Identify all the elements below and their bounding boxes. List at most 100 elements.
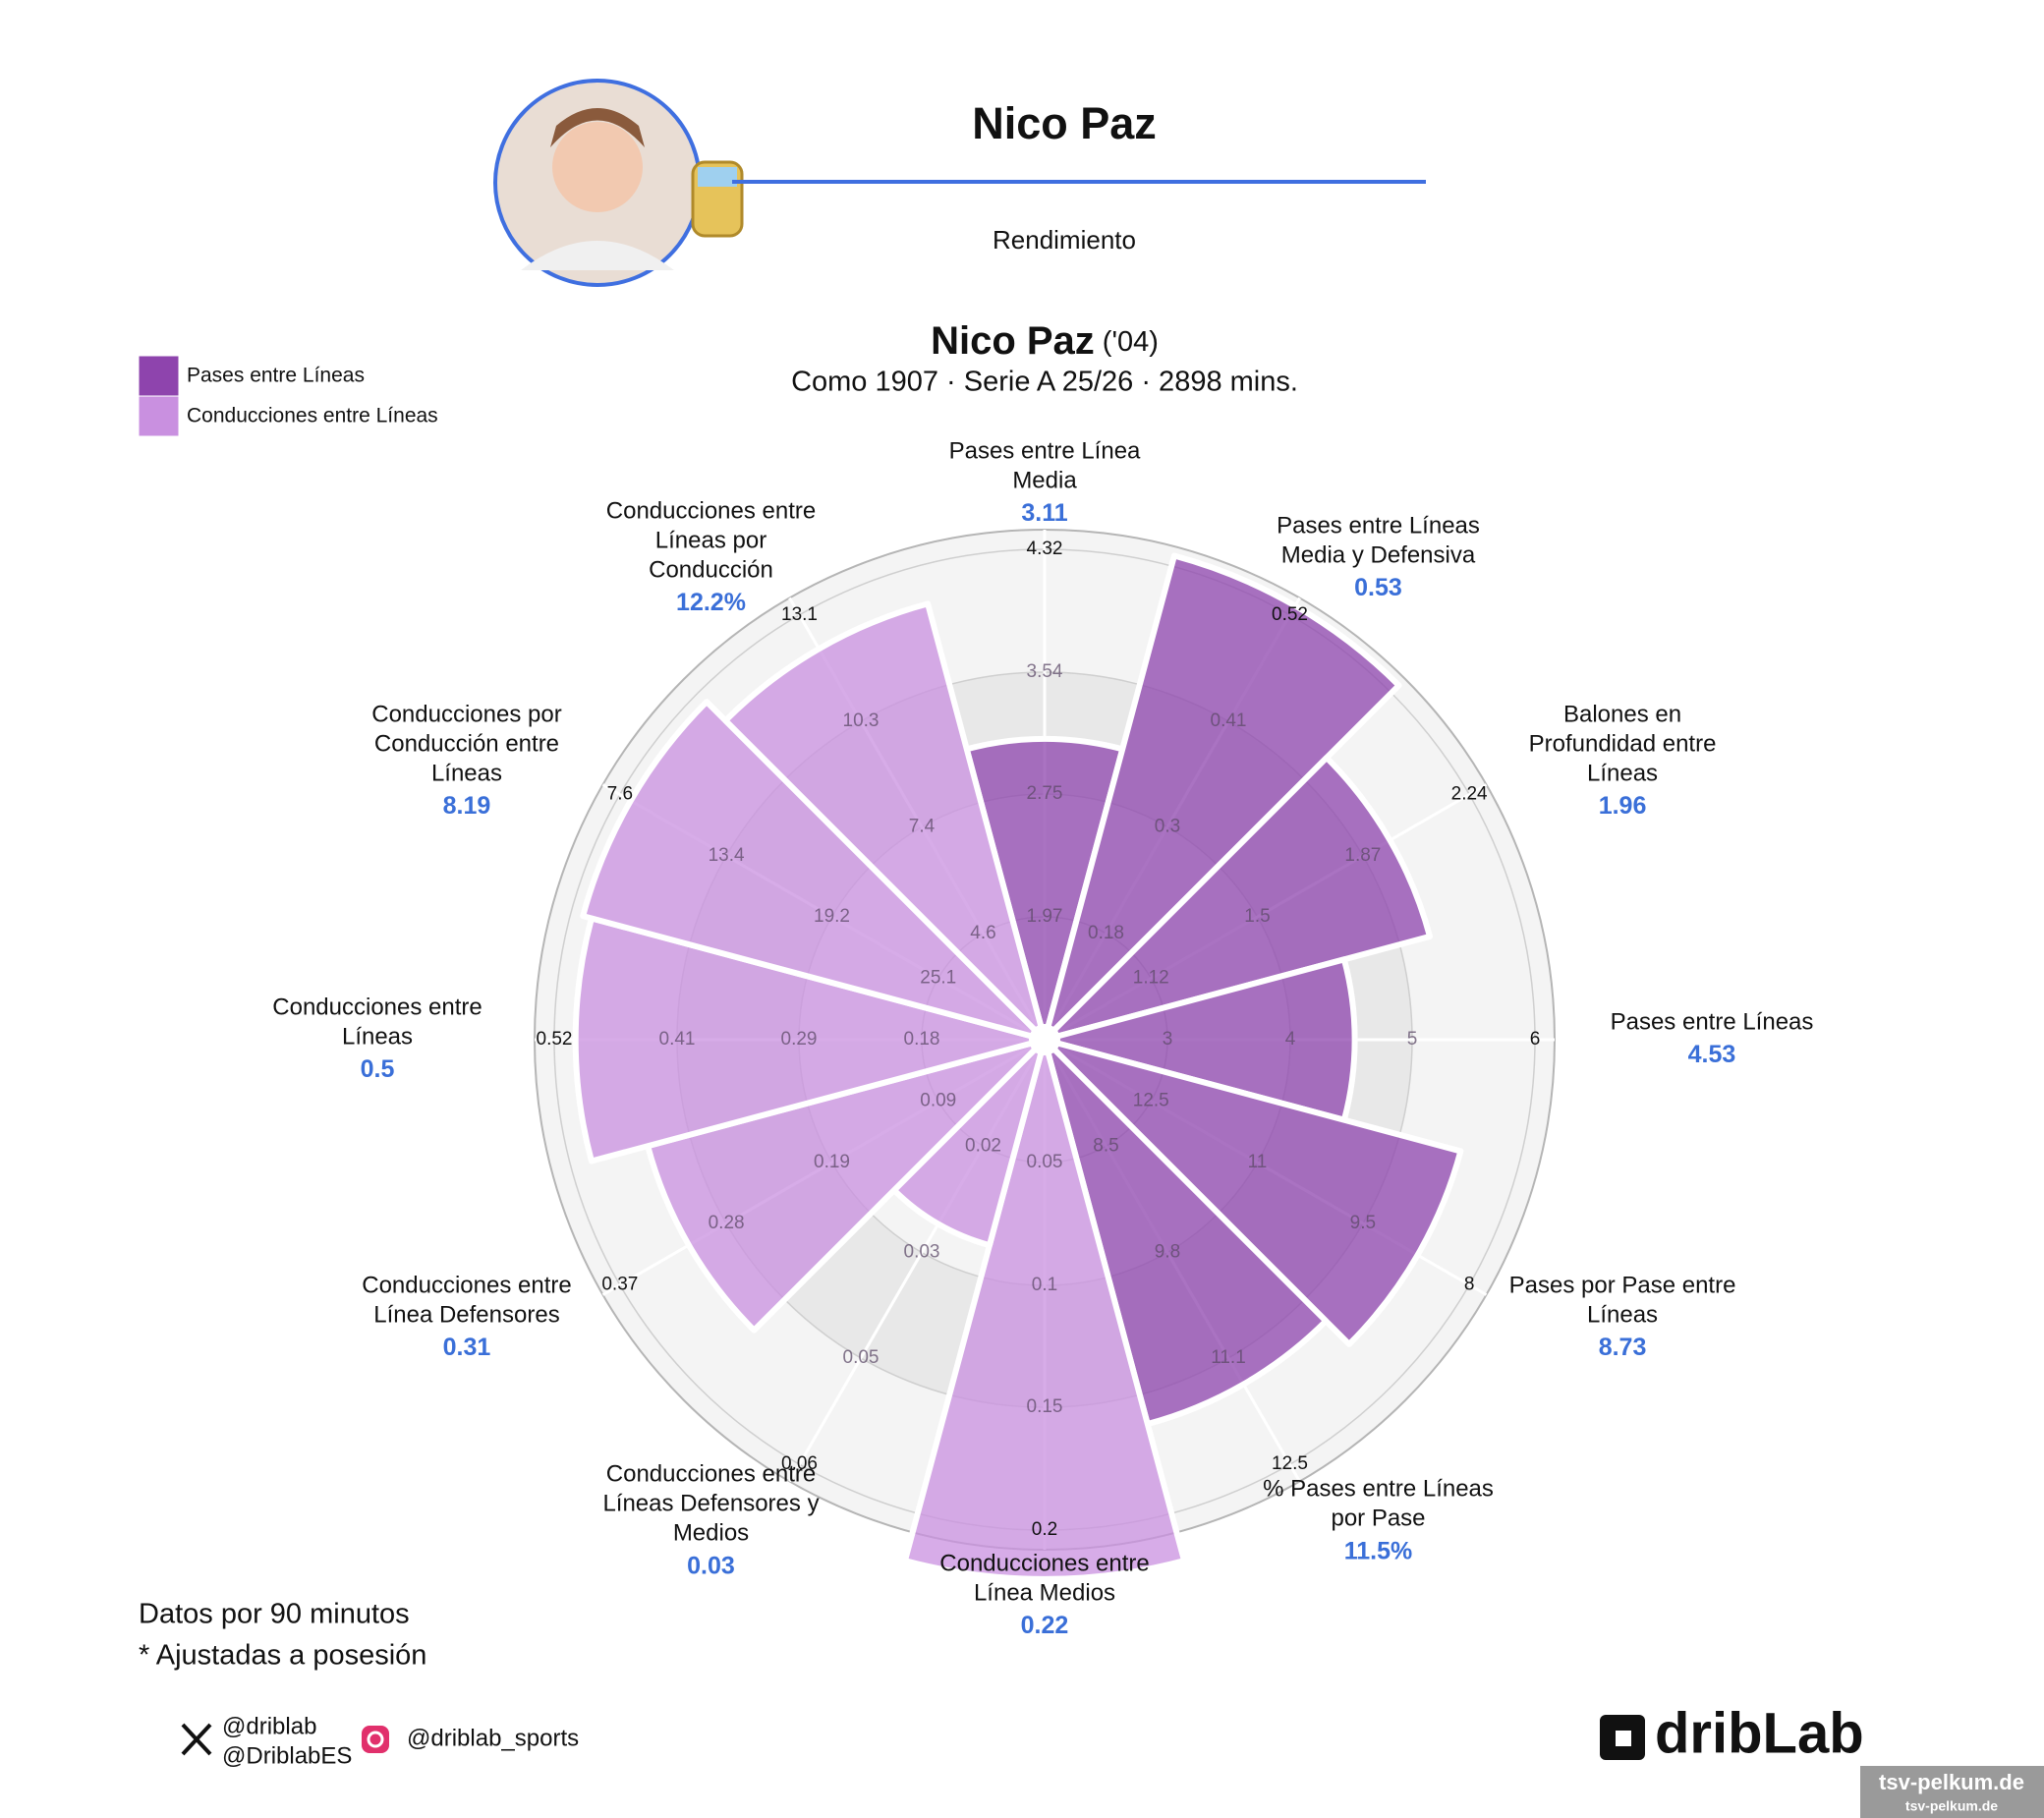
instagram-handle: @driblab_sports xyxy=(407,1725,579,1751)
chart-title: Nico Paz ('04) xyxy=(931,319,1159,363)
category-line: Pases por Pase entre xyxy=(1509,1273,1736,1299)
category-line: Pases entre Líneas xyxy=(1611,1009,1814,1036)
tick-label: 8.5 xyxy=(1093,1135,1118,1156)
category-line: Línea Defensores xyxy=(373,1302,559,1329)
tick-label: 0.2 xyxy=(1032,1519,1057,1540)
value-label: 0.03 xyxy=(687,1552,735,1579)
tick-label: 0.02 xyxy=(965,1135,1001,1156)
legend-swatch xyxy=(138,395,180,437)
tick-label: 0.19 xyxy=(814,1152,850,1172)
category-line: Líneas xyxy=(342,1024,413,1051)
tick-label: 12.5 xyxy=(1272,1453,1308,1474)
category-line: Media y Defensiva xyxy=(1281,542,1476,569)
value-label: 4.53 xyxy=(1688,1041,1736,1068)
category-label: Pases entre Líneas xyxy=(1611,1009,1814,1036)
bar xyxy=(572,915,1048,1165)
watermark: tsv-pelkum.de xyxy=(1905,1798,1998,1814)
tick-label: 4 xyxy=(1285,1029,1296,1050)
tick-label: 1.12 xyxy=(1133,968,1169,989)
tick-label: 0.29 xyxy=(781,1029,818,1050)
tick-label: 0.41 xyxy=(659,1029,696,1050)
bar xyxy=(1042,1037,1464,1347)
tick-label: 0.15 xyxy=(1027,1396,1063,1417)
tick-label: 3 xyxy=(1163,1029,1173,1050)
value-label: 12.2% xyxy=(676,589,746,616)
tick-label: 13.1 xyxy=(781,604,818,625)
tick-label: 0.05 xyxy=(843,1347,880,1368)
category-line: Conducción entre xyxy=(374,731,559,758)
category-label: Pases entre Líneas Media y Defensiva xyxy=(1277,513,1480,569)
category-line: Conducciones por xyxy=(371,702,561,728)
category-label: Conducciones entre Líneas xyxy=(272,994,482,1051)
category-label: Conducciones entre Líneas por Conducción xyxy=(606,498,816,584)
tick-label: 1.87 xyxy=(1344,845,1381,866)
tick-label: 0.1 xyxy=(1032,1275,1057,1295)
header-subtitle: Rendimiento xyxy=(993,225,1136,255)
tick-label: 2.75 xyxy=(1027,783,1063,804)
category-line: Conducción xyxy=(649,557,773,584)
value-label: 0.53 xyxy=(1354,574,1402,601)
category-line: Pases entre Línea xyxy=(949,438,1141,465)
tick-label: 1.5 xyxy=(1244,906,1270,927)
badge-flag xyxy=(698,167,737,187)
watermark: tsv-pelkum.de xyxy=(1879,1770,2024,1794)
tick-label: 25.1 xyxy=(920,968,956,989)
tick-label: 4.6 xyxy=(970,923,995,943)
tick-label: 0.37 xyxy=(601,1275,638,1295)
value-label: 0.31 xyxy=(443,1334,491,1361)
category-line: Líneas xyxy=(431,761,502,787)
photo-hair xyxy=(550,108,645,147)
tick-label: 12.5 xyxy=(1133,1091,1169,1111)
category-line: Profundidad entre xyxy=(1529,731,1717,758)
tick-label: 7.4 xyxy=(909,817,936,837)
category-line: Pases entre Líneas xyxy=(1277,513,1480,540)
category-line: Conducciones entre xyxy=(362,1273,571,1299)
title-name: Nico Paz xyxy=(931,319,1095,363)
tick-label: 0.18 xyxy=(1088,923,1124,943)
tick-label: 0.03 xyxy=(904,1242,940,1263)
tick-label: 13.4 xyxy=(709,845,745,866)
value-label: 11.5% xyxy=(1344,1537,1413,1564)
instagram-icon xyxy=(362,1726,389,1753)
brand-logo: dribLab xyxy=(1655,1701,1864,1765)
tick-label: 9.8 xyxy=(1155,1242,1180,1263)
category-label: Pases por Pase entre Líneas xyxy=(1509,1273,1736,1329)
brand-icon-inner xyxy=(1616,1731,1631,1746)
chart-subtitle: Como 1907 · Serie A 25/26 · 2898 mins. xyxy=(791,367,1298,398)
tick-label: 10.3 xyxy=(843,710,880,731)
category-line: % Pases entre Líneas xyxy=(1263,1476,1494,1503)
tick-label: 19.2 xyxy=(814,906,850,927)
tick-label: 2.24 xyxy=(1451,784,1488,805)
category-label: Balones en Profundidad entre Líneas xyxy=(1529,702,1717,787)
x-handle: @DriblabES xyxy=(222,1742,352,1769)
tick-label: 0.52 xyxy=(537,1029,573,1050)
tick-label: 5 xyxy=(1407,1029,1418,1050)
bar xyxy=(1042,552,1402,1043)
note: Datos por 90 minutos xyxy=(139,1599,410,1630)
tick-label: 8 xyxy=(1464,1275,1475,1295)
category-label: % Pases entre Líneas por Pase xyxy=(1263,1476,1494,1532)
tick-label: 1.97 xyxy=(1027,906,1063,927)
category-line: Líneas por xyxy=(655,528,766,554)
instagram-lens xyxy=(367,1731,384,1748)
category-line: Conducciones entre xyxy=(606,1461,816,1488)
category-line: Líneas xyxy=(1587,761,1658,787)
category-line: Media xyxy=(1012,468,1077,494)
bar xyxy=(722,600,1048,1043)
tick-label: 0.09 xyxy=(920,1091,956,1111)
tick-label: 0.28 xyxy=(709,1213,745,1233)
value-label: 0.22 xyxy=(1021,1612,1069,1639)
tick-label: 6 xyxy=(1530,1029,1541,1050)
bar xyxy=(890,1037,1048,1249)
category-label: Conducciones entre Línea Medios xyxy=(939,1551,1149,1607)
tick-label: 0.41 xyxy=(1211,710,1247,731)
tick-label: 0.52 xyxy=(1272,604,1308,625)
player-name: Nico Paz xyxy=(972,98,1157,148)
note: * Ajustadas a posesión xyxy=(139,1640,426,1672)
bar xyxy=(1042,956,1358,1123)
tick-label: 0.3 xyxy=(1155,817,1180,837)
bar xyxy=(1042,1037,1330,1428)
center-hole xyxy=(1029,1024,1060,1055)
bar xyxy=(901,1037,1188,1582)
